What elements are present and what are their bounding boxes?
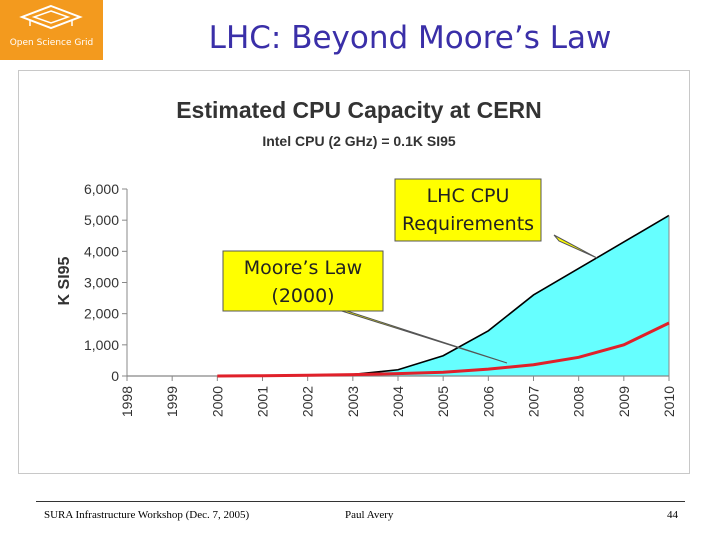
footer-author: Paul Avery xyxy=(345,509,394,521)
open-science-grid-logo: Open Science Grid xyxy=(0,0,103,60)
x-tick-label: 1999 xyxy=(164,386,180,417)
page-number: 44 xyxy=(667,509,678,521)
grid-logo-icon xyxy=(19,4,83,30)
x-tick-label: 2007 xyxy=(526,386,542,417)
moores-law-callout-box xyxy=(222,250,384,312)
moores-law-callout-text: Moore’s Law xyxy=(244,257,362,279)
lhc-requirements-callout-text: Requirements xyxy=(402,213,534,235)
chart-frame: Estimated CPU Capacity at CERN Intel CPU… xyxy=(18,70,690,474)
chart-subtitle: Intel CPU (2 GHz) = 0.1K SI95 xyxy=(262,133,456,149)
y-axis-label: K SI95 xyxy=(56,256,73,305)
x-tick-label: 2003 xyxy=(345,386,361,417)
cpu-capacity-chart: Estimated CPU Capacity at CERN Intel CPU… xyxy=(56,97,677,417)
y-tick-label: 0 xyxy=(111,368,119,384)
lhc-requirements-callout-box xyxy=(394,178,542,242)
y-tick-label: 6,000 xyxy=(84,181,119,197)
y-tick-label: 3,000 xyxy=(84,275,119,291)
footer-workshop: SURA Infrastructure Workshop (Dec. 7, 20… xyxy=(44,509,250,521)
x-tick-label: 1998 xyxy=(119,386,135,417)
lhc-requirements-callout-pointer xyxy=(553,234,598,259)
moores-law-line xyxy=(217,321,670,378)
x-tick-label: 2001 xyxy=(255,386,271,417)
x-tick-label: 2005 xyxy=(435,386,451,417)
y-tick-label: 1,000 xyxy=(84,337,119,353)
slide-title: LHC: Beyond Moore’s Law xyxy=(208,20,612,56)
x-tick-label: 2004 xyxy=(390,386,406,417)
x-tick-label: 2008 xyxy=(571,386,587,417)
x-tick-label: 2010 xyxy=(661,386,677,417)
x-tick-label: 2009 xyxy=(616,386,632,417)
x-tick-label: 2002 xyxy=(300,386,316,417)
x-tick-label: 2006 xyxy=(480,386,496,417)
y-tick-label: 4,000 xyxy=(84,243,119,259)
x-tick-label: 2000 xyxy=(209,386,225,417)
y-tick-label: 5,000 xyxy=(84,212,119,228)
lhc-requirements-area xyxy=(217,215,670,376)
y-tick-label: 2,000 xyxy=(84,306,119,322)
footer-divider xyxy=(36,501,685,502)
moores-law-callout-text: (2000) xyxy=(271,285,334,307)
chart-title: Estimated CPU Capacity at CERN xyxy=(176,97,542,123)
lhc-requirements-callout-text: LHC CPU xyxy=(427,185,510,207)
logo-text: Open Science Grid xyxy=(9,38,94,48)
